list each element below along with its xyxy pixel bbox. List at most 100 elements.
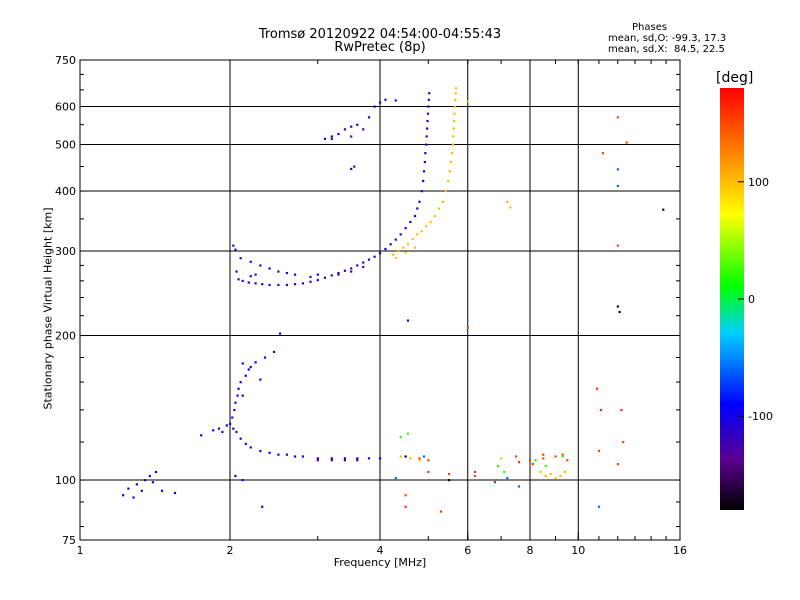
- data-point: [416, 233, 419, 236]
- data-point: [343, 128, 347, 131]
- data-point: [272, 350, 276, 353]
- data-point: [404, 494, 407, 497]
- data-point: [200, 434, 203, 437]
- data-point: [268, 451, 271, 454]
- plot-area: [80, 60, 680, 540]
- y-tick-label: 300: [55, 245, 76, 258]
- phase-stats-x: mean, sd,X: 84.5, 22.5: [608, 44, 725, 55]
- data-point: [618, 310, 621, 314]
- data-point: [268, 283, 271, 287]
- data-point: [225, 424, 228, 427]
- data-point: [239, 437, 242, 440]
- data-point: [420, 230, 423, 233]
- data-point: [599, 408, 603, 412]
- data-point: [330, 135, 333, 138]
- data-point: [259, 264, 262, 267]
- data-point: [418, 457, 421, 460]
- data-point: [135, 483, 138, 486]
- data-point: [241, 479, 244, 482]
- data-point: [447, 479, 451, 482]
- y-tick-label: 200: [55, 330, 76, 343]
- y-tick-label: 500: [55, 139, 76, 152]
- data-point: [529, 459, 532, 462]
- phase-stats-o: mean, sd,O: -99.3, 17.3: [608, 33, 727, 44]
- data-point: [416, 207, 419, 210]
- x-tick-label: 6: [464, 544, 471, 557]
- data-point: [394, 257, 397, 260]
- data-point: [259, 378, 262, 381]
- data-point: [409, 220, 412, 224]
- data-point: [232, 427, 235, 430]
- data-point: [330, 459, 333, 462]
- data-point: [542, 457, 545, 460]
- data-point: [447, 179, 450, 183]
- data-point: [561, 455, 564, 458]
- chart-subtitle: RwPretec (8p): [334, 40, 426, 55]
- data-point: [277, 283, 280, 287]
- data-point: [563, 470, 567, 474]
- data-point: [261, 505, 264, 508]
- x-tick-label: 1: [77, 544, 84, 557]
- data-point: [542, 453, 545, 456]
- data-point: [301, 282, 305, 285]
- data-point: [597, 449, 601, 453]
- data-point: [439, 510, 443, 513]
- data-point: [154, 470, 158, 474]
- data-point: [132, 496, 135, 499]
- data-point: [399, 435, 402, 439]
- data-point: [241, 362, 244, 365]
- data-point: [277, 453, 280, 456]
- data-point: [411, 237, 414, 241]
- data-point: [466, 100, 469, 103]
- data-point: [422, 455, 426, 458]
- data-point: [254, 361, 257, 364]
- data-point: [433, 214, 436, 218]
- data-point: [384, 98, 387, 101]
- data-point: [420, 190, 423, 193]
- data-point: [413, 246, 417, 249]
- data-point: [231, 416, 234, 419]
- x-tick-label: 16: [673, 544, 687, 557]
- data-point: [249, 260, 252, 263]
- data-point: [122, 494, 125, 497]
- x-tick-label: 2: [227, 544, 234, 557]
- data-point: [237, 387, 240, 390]
- data-point: [235, 270, 238, 273]
- data-point: [437, 207, 441, 210]
- data-point: [413, 214, 417, 218]
- data-point: [350, 135, 353, 138]
- data-point: [595, 387, 599, 390]
- data-point: [343, 269, 347, 272]
- data-point: [323, 276, 327, 279]
- data-point: [160, 489, 164, 492]
- data-point: [466, 326, 469, 329]
- data-point: [367, 457, 371, 460]
- data-point: [233, 408, 236, 412]
- data-point: [249, 446, 252, 449]
- data-point: [473, 474, 477, 478]
- data-point: [356, 123, 359, 126]
- data-point: [601, 152, 605, 155]
- data-point: [261, 283, 264, 286]
- data-point: [389, 243, 392, 246]
- chart-title: Tromsø 20120922 04:54:00-04:55:43: [258, 27, 502, 42]
- data-point: [452, 119, 456, 123]
- data-point: [350, 125, 353, 128]
- data-point: [620, 408, 623, 412]
- data-point: [625, 141, 628, 144]
- data-point: [427, 470, 430, 474]
- data-point: [418, 200, 421, 203]
- y-axis-label: Stationary phase Virtual Height [km]: [41, 207, 55, 410]
- data-point: [316, 457, 319, 460]
- data-point: [173, 491, 177, 495]
- colorbar-title: [deg]: [716, 70, 754, 86]
- data-point: [544, 464, 547, 468]
- data-point: [662, 208, 665, 211]
- data-point: [254, 273, 257, 276]
- y-tick-label: 400: [55, 185, 76, 198]
- data-point: [353, 165, 356, 168]
- data-point: [362, 261, 365, 264]
- data-point: [449, 160, 453, 164]
- y-tick-label: 750: [55, 54, 76, 67]
- data-point: [367, 116, 371, 119]
